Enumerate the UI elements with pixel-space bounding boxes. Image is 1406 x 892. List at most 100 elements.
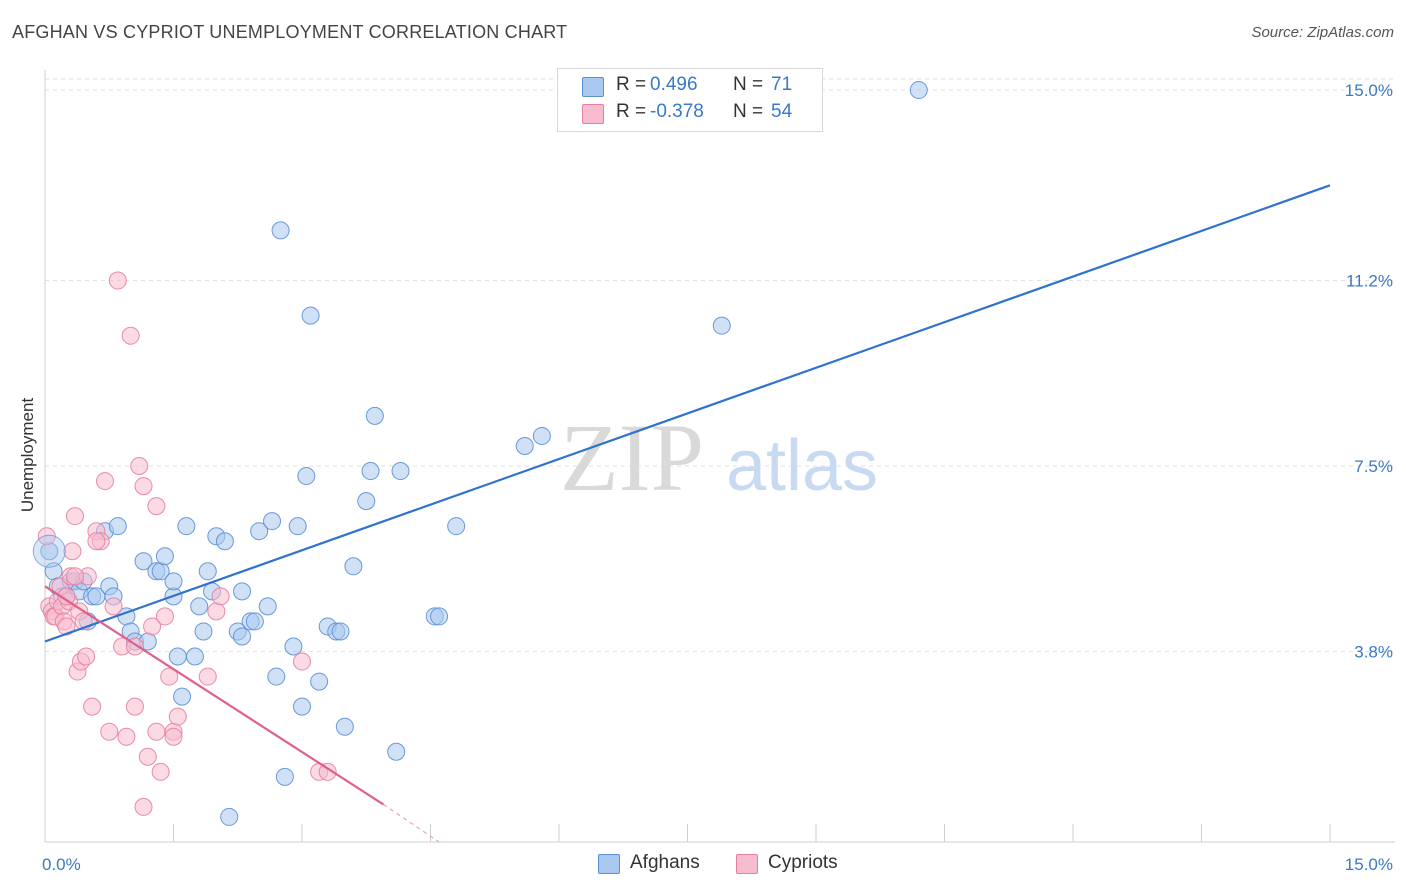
cypriots-point (77, 647, 96, 666)
cypriots-point (207, 602, 226, 621)
cypriots-point (65, 567, 84, 586)
series-legend: Afghans Cypriots (0, 852, 1406, 878)
chart-title: AFGHAN VS CYPRIOT UNEMPLOYMENT CORRELATI… (12, 22, 568, 42)
afghans-point (293, 697, 311, 716)
cypriots-trend-extension (383, 803, 440, 843)
afghans-point (245, 612, 264, 631)
cypriots-trend-line (44, 585, 384, 806)
afghans-point (365, 406, 384, 425)
y-tick-label: 15.0% (1345, 81, 1393, 100)
cypriots-legend-swatch (736, 854, 758, 874)
watermark: ZIP atlas (560, 404, 878, 511)
cypriots-point (143, 617, 162, 636)
cypriots-point (164, 727, 183, 746)
cypriots-point (65, 507, 84, 526)
legend-n-label: N = (733, 101, 764, 122)
afghans-point (275, 767, 294, 786)
afghans-point (220, 807, 239, 826)
afghans-point (712, 316, 731, 335)
afghans-point (271, 221, 290, 240)
afghans-point (198, 562, 217, 581)
afghans-point (515, 436, 534, 455)
cypriots-point (147, 497, 166, 516)
cypriots-point (155, 607, 174, 626)
legend-row-afghans: R = 0.496 N = 71 (558, 74, 822, 100)
afghans-point (190, 597, 209, 616)
cypriots-point (151, 762, 170, 781)
afghans-point (155, 547, 174, 566)
legend-r-label: R = (616, 101, 647, 122)
afghans-point (310, 672, 329, 691)
afghans-point (430, 607, 449, 626)
cypriots-point (83, 697, 102, 716)
afghans-point (185, 647, 204, 666)
cypriots-legend-label: Cypriots (768, 852, 838, 873)
trend-lines (44, 184, 1331, 843)
watermark-zip: ZIP (560, 404, 704, 511)
cypriots-point (198, 667, 217, 686)
source-label: Source: ZipAtlas.com (1251, 24, 1394, 41)
afghans-point (233, 627, 252, 646)
afghans-point (173, 687, 192, 706)
cypriots-point (100, 722, 119, 741)
afghans-trend-line (44, 184, 1331, 643)
cypriots-point (104, 597, 123, 616)
legend-n-value: 54 (771, 101, 793, 122)
data-points (32, 81, 928, 826)
cypriots-point (134, 477, 153, 496)
afghans-point (267, 667, 286, 686)
afghans-point (532, 426, 551, 445)
afghans-point (134, 552, 153, 571)
y-tick-label: 3.8% (1354, 643, 1393, 662)
afghans-point (357, 492, 376, 511)
afghans-point (288, 517, 307, 536)
cypriots-point (63, 542, 82, 561)
afghans-point (263, 512, 282, 531)
afghans-point (164, 572, 183, 591)
afghans-point (177, 517, 196, 536)
afghans-point (387, 742, 406, 761)
watermark-atlas: atlas (726, 426, 878, 506)
cypriots-point (87, 532, 106, 551)
tick-labels: 3.8% 7.5% 11.2% 15.0% 0.0% 15.0% (42, 81, 1393, 874)
afghans-point (284, 637, 303, 656)
gridlines (45, 78, 1395, 653)
legend-r-value: 0.496 (650, 74, 698, 95)
cypriots-point (293, 652, 311, 671)
afghans-point (297, 467, 316, 486)
y-tick-label: 11.2% (1346, 272, 1393, 291)
cypriots-point (160, 667, 179, 686)
afghans-legend-label: Afghans (630, 852, 700, 873)
afghans-point (258, 597, 277, 616)
afghans-legend-swatch (598, 854, 620, 874)
afghans-point (447, 517, 466, 536)
correlation-legend: R = 0.496 N = 71 R = -0.378 N = 54 (557, 68, 823, 132)
legend-r-value: -0.378 (650, 101, 704, 122)
x-tick-label: 15.0% (1345, 855, 1393, 874)
afghans-point-cluster (32, 534, 66, 568)
afghans-swatch (582, 77, 604, 97)
x-tick-label: 0.0% (42, 855, 81, 874)
cypriots-point (147, 722, 166, 741)
afghans-point (909, 81, 928, 100)
cypriots-point (130, 457, 149, 476)
cypriots-point (318, 762, 337, 781)
axes (44, 70, 1395, 843)
legend-n-value: 71 (771, 74, 793, 95)
afghans-point (250, 522, 269, 541)
y-tick-label: 7.5% (1354, 457, 1393, 476)
afghans-point (344, 557, 363, 576)
cypriots-point (57, 587, 76, 606)
legend-n-label: N = (733, 74, 764, 95)
afghans-point (301, 306, 320, 325)
legend-r-label: R = (616, 74, 647, 95)
cypriots-point (117, 727, 136, 746)
cypriots-point (121, 326, 140, 345)
cypriots-point (138, 747, 157, 766)
cypriots-point (211, 587, 230, 606)
afghans-point (215, 532, 234, 551)
afghans-point (391, 462, 410, 481)
cypriots-point (125, 697, 144, 716)
afghans-point (194, 622, 213, 641)
